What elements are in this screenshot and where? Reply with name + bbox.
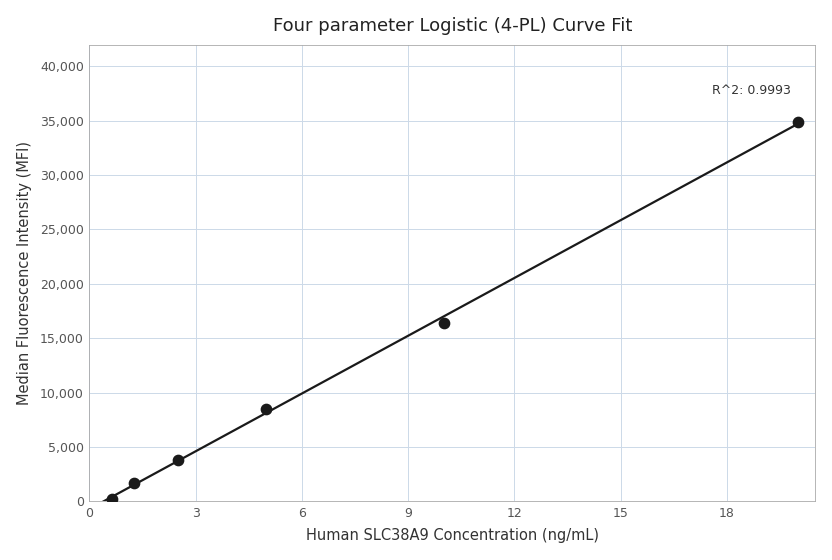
X-axis label: Human SLC38A9 Concentration (ng/mL): Human SLC38A9 Concentration (ng/mL) (306, 528, 599, 543)
Point (127, 478, 141, 487)
Point (105, 495, 118, 504)
Point (791, 117, 805, 126)
Text: R^2: 0.9993: R^2: 0.9993 (711, 84, 790, 97)
Point (260, 404, 273, 413)
Y-axis label: Median Fluorescence Intensity (MFI): Median Fluorescence Intensity (MFI) (17, 141, 32, 405)
Title: Four parameter Logistic (4-PL) Curve Fit: Four parameter Logistic (4-PL) Curve Fit (273, 17, 632, 35)
Point (171, 456, 185, 465)
Point (437, 319, 450, 328)
